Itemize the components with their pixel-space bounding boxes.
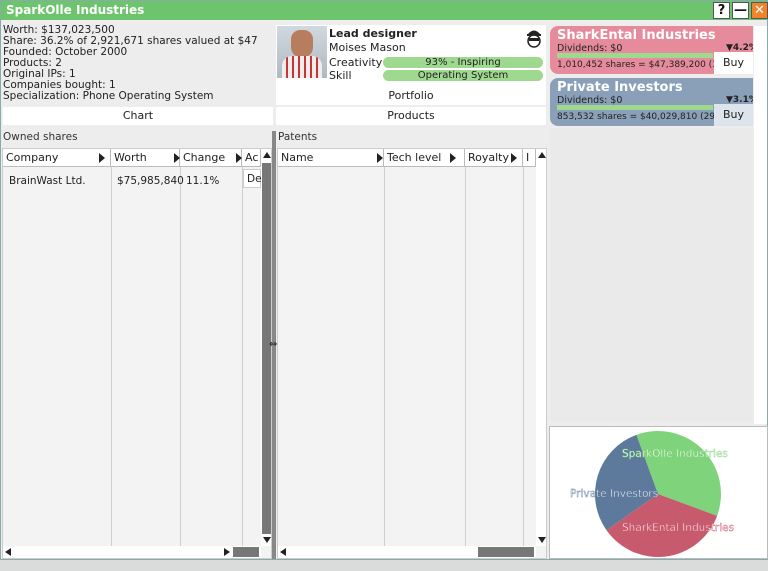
owned-vertical-scrollbar[interactable] [261,149,271,546]
column-worth[interactable]: Worth [111,149,180,167]
row-change: 11.1% [186,175,220,187]
buy-button[interactable]: Buy [714,52,753,74]
shareholder-sharkental: SharkEntal Industries Dividends: $0 ▼4.2… [550,26,753,74]
column-extra[interactable]: I [523,149,536,167]
ownership-pie-panel: SparkOlle Industries SharkEntal Industrie… [549,426,768,559]
pie-slice [636,431,721,516]
row-company[interactable]: BrainWast Ltd. [9,175,86,187]
column-company[interactable]: Company [3,149,111,167]
minimize-button[interactable]: — [732,2,749,19]
products-text: Products: 2 [3,57,62,69]
row-action-button[interactable]: De [243,169,262,188]
change-indicator: ▼3.1% [726,95,753,105]
scroll-up-icon[interactable] [538,152,546,158]
window-title: SparkOlle Industries [1,1,767,20]
share-text: Share: 36.2% of 2,921,671 shares valued … [3,35,258,47]
pie-label: SharkEntal Industries [622,522,734,534]
pie-label: Private Investors [570,488,658,500]
scroll-down-icon[interactable] [538,537,546,543]
creativity-label: Creativity [329,56,383,69]
column-name[interactable]: Name [278,149,384,167]
pie-slice [595,434,658,531]
column-tech-level[interactable]: Tech level [384,149,465,167]
column-change[interactable]: Change [180,149,242,167]
specialization-text: Specialization: Phone Operating System [3,90,214,102]
chart-button[interactable]: Chart [3,107,273,125]
scroll-thumb[interactable] [478,547,534,557]
skill-label: Skill [329,69,352,82]
shares-text: 1,010,452 shares = $47,389,200 (34.6%) [557,60,745,70]
sort-icon[interactable] [174,153,180,163]
sort-icon[interactable] [236,153,242,163]
shareholder-private-investors: Private Investors Dividends: $0 ▼3.1% 85… [550,78,753,126]
worth-text: Worth: $137,023,500 [3,24,115,36]
owned-shares-label: Owned shares [3,131,78,143]
share-bar [557,53,713,58]
patents-label: Patents [278,131,318,143]
scroll-left-icon[interactable] [280,548,286,556]
dividends-text: Dividends: $0 [557,95,623,106]
products-button[interactable]: Products [276,107,546,125]
shares-text: 853,532 shares = $40,029,810 (29.2%) [557,112,736,122]
scroll-down-icon[interactable] [263,537,271,543]
sort-icon[interactable] [99,153,105,163]
shareholder-list-area [550,128,753,421]
buy-button[interactable]: Buy [714,104,753,126]
company-info: Worth: $137,023,500 Share: 36.2% of 2,92… [3,25,273,105]
ownership-pie-chart: SparkOlle Industries SharkEntal Industrie… [570,431,734,557]
row-worth: $75,985,840 [117,175,184,187]
sort-icon[interactable] [450,153,456,163]
pie-label: SparkOlle Industries [622,448,728,460]
lead-title: Lead designer [329,27,417,40]
scroll-right-icon[interactable] [224,548,230,556]
shareholder-name: Private Investors [557,80,683,95]
column-royalty[interactable]: Royalty [465,149,523,167]
original-ips-text: Original IPs: 1 [3,68,76,80]
scroll-thumb[interactable] [233,547,259,557]
avatar[interactable] [277,26,327,78]
scroll-up-icon[interactable] [263,152,271,158]
creativity-bar: 93% - Inspiring [383,57,543,68]
lead-name: Moises Mason [329,41,406,54]
sort-icon[interactable] [511,153,517,163]
spy-icon[interactable] [526,28,542,48]
patents-horizontal-scrollbar[interactable] [278,546,536,558]
dividends-text: Dividends: $0 [557,43,623,54]
shareholder-name: SharkEntal Industries [557,28,716,43]
shareholder-scrollbar[interactable] [754,26,767,424]
skill-bar: Operating System [383,70,543,81]
close-button[interactable]: ✕ [751,2,768,19]
resize-handle-icon[interactable]: ⇔ [269,339,278,350]
companies-bought-text: Companies bought: 1 [3,79,116,91]
change-indicator: ▼4.2% [726,43,753,53]
founded-text: Founded: October 2000 [3,46,128,58]
owned-shares-table: Company Worth Change Ac BrainWast Ltd. $… [2,148,272,559]
panel-splitter[interactable] [272,131,276,559]
help-button[interactable]: ? [713,2,730,19]
patents-table: Name Tech level Royalty I [277,148,547,559]
sort-icon[interactable] [377,153,383,163]
portfolio-button[interactable]: Portfolio [276,86,546,105]
pie-slice [606,494,718,557]
lead-designer-panel: Lead designer Moises Mason Creativity 93… [276,25,546,105]
patents-vertical-scrollbar[interactable] [536,149,546,546]
share-bar [557,105,713,110]
owned-horizontal-scrollbar[interactable] [3,546,261,558]
scroll-thumb[interactable] [262,163,271,534]
column-action[interactable]: Ac [242,149,261,167]
scroll-left-icon[interactable] [5,548,11,556]
